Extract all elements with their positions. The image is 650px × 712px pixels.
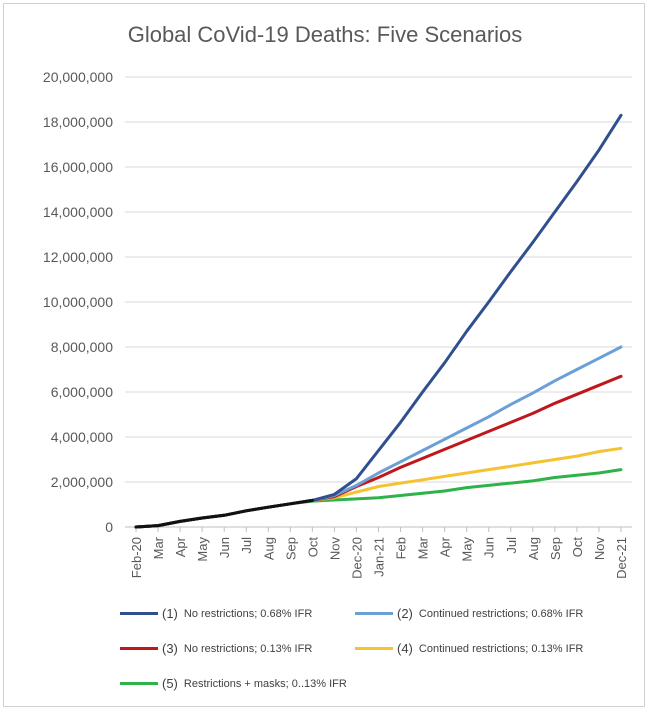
legend-item-4: (4) Continued restrictions; 0.13% IFR	[355, 641, 583, 656]
legend-number: (3)	[162, 641, 178, 656]
legend-label: No restrictions; 0.13% IFR	[183, 642, 313, 655]
legend-number: (2)	[397, 606, 413, 621]
x-tick-label: Jun	[217, 537, 232, 558]
legend-item-3: (3) No restrictions; 0.13% IFR	[120, 641, 312, 656]
chart-frame	[3, 3, 645, 707]
y-tick-label: 16,000,000	[43, 159, 113, 175]
legend-swatch	[120, 647, 158, 650]
legend-swatch	[355, 647, 393, 650]
y-tick-label: 6,000,000	[51, 384, 113, 400]
x-tick-label: Aug	[261, 537, 276, 560]
legend-number: (5)	[162, 676, 178, 691]
gridlines	[125, 76, 632, 528]
x-tick-labels: Feb-20 Mar Apr May Jun Jul Aug Sep Oct Nov Dec-20 J…	[129, 527, 629, 579]
y-tick-label: 20,000,000	[43, 69, 113, 85]
legend-number: (4)	[397, 641, 413, 656]
x-tick-label: May	[460, 537, 475, 562]
x-tick-label: Mar	[151, 536, 166, 559]
x-tick-label: Jul	[239, 537, 254, 554]
chart-title: Global CoVid-19 Deaths: Five Scenarios	[127, 22, 523, 47]
x-tick-label: Oct	[305, 537, 320, 558]
series-line-1	[134, 113, 623, 529]
x-tick-label: Apr	[438, 536, 453, 557]
x-tick-label: Jan-21	[372, 537, 387, 577]
y-tick-labels: 0 2,000,000 4,000,000 6,000,000 8,000,000 10,…	[43, 69, 113, 535]
y-tick-label: 2,000,000	[51, 474, 113, 490]
y-tick-label: 10,000,000	[43, 294, 113, 310]
x-tick-label: Nov	[592, 537, 607, 561]
y-tick-label: 14,000,000	[43, 204, 113, 220]
legend-item-2: (2) Continued restrictions; 0.68% IFR	[355, 606, 583, 621]
y-tick-label: 12,000,000	[43, 249, 113, 265]
legend-label: Continued restrictions; 0.68% IFR	[418, 607, 584, 620]
shared-early-segment	[134, 498, 314, 529]
x-tick-label: Nov	[327, 537, 342, 561]
x-tick-label: Sep	[548, 537, 563, 560]
x-tick-label: Sep	[283, 537, 298, 560]
x-tick-label: Mar	[416, 536, 431, 559]
series-line-4	[134, 446, 623, 529]
legend-item-1: (1) No restrictions; 0.68% IFR	[120, 606, 312, 621]
y-tick-label: 18,000,000	[43, 114, 113, 130]
x-tick-label: Oct	[570, 537, 585, 558]
x-tick-label: Jun	[482, 537, 497, 558]
legend-number: (1)	[162, 606, 178, 621]
x-tick-label: Jul	[504, 537, 519, 554]
x-tick-label: May	[195, 537, 210, 562]
x-tick-label: Apr	[173, 536, 188, 557]
x-tick-label: Feb-20	[129, 537, 144, 578]
legend-swatch	[120, 612, 158, 615]
y-tick-label: 4,000,000	[51, 429, 113, 445]
legend-swatch	[120, 682, 158, 685]
legend-item-5: (5) Restrictions + masks; 0..13% IFR	[120, 676, 347, 691]
legend-swatch	[355, 612, 393, 615]
x-tick-label: Dec-20	[349, 537, 364, 579]
x-tick-label: Aug	[526, 537, 541, 560]
y-tick-label: 0	[105, 519, 113, 535]
legend-label: No restrictions; 0.68% IFR	[183, 607, 313, 620]
x-tick-label: Dec-21	[614, 537, 629, 579]
series-lines	[134, 113, 623, 529]
y-tick-label: 8,000,000	[51, 339, 113, 355]
legend-label: Restrictions + masks; 0..13% IFR	[183, 677, 347, 690]
legend-label: Continued restrictions; 0.13% IFR	[418, 642, 584, 655]
x-tick-label: Feb	[394, 537, 409, 559]
